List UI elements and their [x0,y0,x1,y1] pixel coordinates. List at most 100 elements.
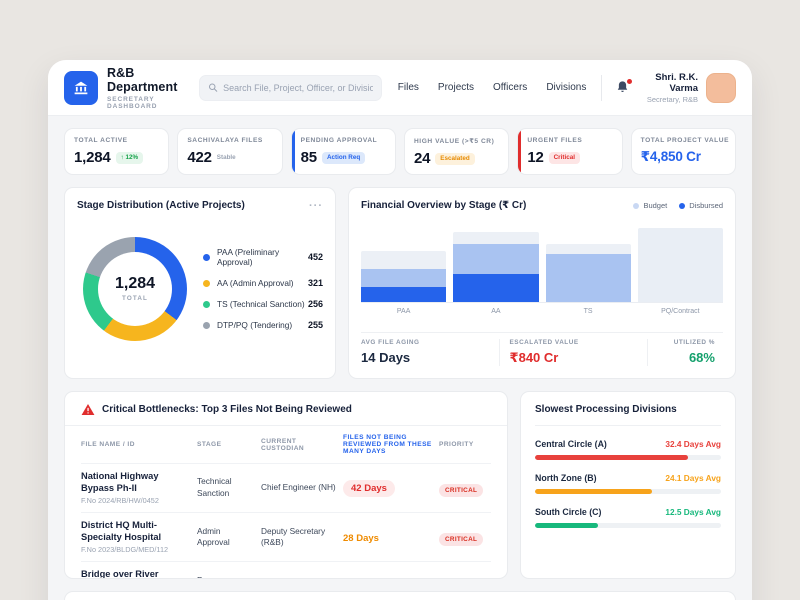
stage-card-title: Stage Distribution (Active Projects) [77,200,245,211]
bar-segment [361,251,447,269]
main-nav: Files Projects Officers Divisions [398,82,587,93]
legend-item-disbursed: Disbursed [679,201,723,210]
app-subtitle: SECRETARY DASHBOARD [107,95,158,110]
user-name: Shri. R.K. Varma [655,71,698,94]
nav-files[interactable]: Files [397,82,419,93]
file-name: District HQ Multi-Specialty Hospital [81,520,162,543]
stat-label: TOTAL PROJECT VALUE [640,137,730,144]
app-title: R&B Department [107,65,178,94]
legend-dot [203,279,210,287]
stage-legend: PAA (Preliminary Approval) 452 AA (Admin… [203,247,323,330]
financial-card-title: Financial Overview by Stage (₹ Cr) [361,200,527,211]
table-row[interactable]: Bridge over River Tungabhadra F.No 2024/… [81,561,491,578]
footer-stat-avg-file-aging: AVG FILE AGING 14 Days [361,339,499,366]
avatar[interactable] [706,72,736,103]
bar-x-label: PQ/Contract [661,308,700,315]
stat-card-sachivalaya-files[interactable]: SACHIVALAYA FILES 422 Stable [177,128,283,175]
stat-accent [178,129,181,174]
top-bar: R&B Department SECRETARY DASHBOARD Files… [48,60,752,116]
priority-badge: CRITICAL [439,483,484,497]
nav-officers[interactable]: Officers [493,82,528,93]
bar-segment [453,274,539,302]
table-row[interactable]: District HQ Multi-Specialty Hospital F.N… [81,512,491,561]
division-name: Central Circle (A) [535,439,607,449]
footer-stat-escalated-value: ESCALATED VALUE ₹840 Cr [498,339,647,366]
custodian-cell: Deputy Secretary (R&B) [261,525,326,547]
donut-total-value: 1,284 [114,275,156,292]
financial-footer-stats: AVG FILE AGING 14 Days ESCALATED VALUE ₹… [361,332,723,366]
stat-accent [65,129,68,174]
stat-card-high-value[interactable]: HIGH VALUE (>₹5 CR) 24 Escalated [404,128,510,175]
bar-aa [453,227,539,302]
legend-label: AA (Admin Approval) [217,278,294,288]
bottlenecks-table: FILE NAME / ID STAGE CURRENT CUSTODIAN F… [65,426,507,578]
stat-accent [405,129,408,174]
division-item-central: Central Circle (A) 32.4 Days Avg [535,439,721,460]
table-row[interactable]: National Highway Bypass Ph-II F.No 2024/… [81,463,491,512]
status-badge: Stable [216,154,236,161]
col-file-name: FILE NAME / ID [81,441,135,448]
bar-segment [453,243,539,275]
bar-pq-contract [637,227,723,302]
stats-row: TOTAL ACTIVE 1,284 ↑ 12% SACHIVALAYA FIL… [64,128,736,175]
stat-card-urgent-files[interactable]: URGENT FILES 12 Critical [517,128,623,175]
stat-label: TOTAL ACTIVE [74,137,128,144]
col-priority: PRIORITY [439,441,474,448]
notifications-button[interactable] [615,78,633,97]
bar-paa [361,227,447,302]
department-logo [64,70,98,105]
bell-icon [617,80,628,92]
stage-donut-chart: 1,284 TOTAL [83,236,187,341]
legend-label: DTP/PQ (Tendering) [217,320,293,330]
file-name: National Highway Bypass Ph-II [81,471,159,494]
division-item-north: North Zone (B) 24.1 Days Avg [535,473,721,494]
legend-item-budget: Budget [633,201,667,210]
division-avg-days: 12.5 Days Avg [665,507,721,517]
dashboard-content: TOTAL ACTIVE 1,284 ↑ 12% SACHIVALAYA FIL… [48,116,752,600]
financial-overview-card: Financial Overview by Stage (₹ Cr) Budge… [348,187,736,379]
division-name: South Circle (C) [535,507,602,517]
footer-stat-value: 68% [688,350,715,365]
stat-label: URGENT FILES [527,137,583,144]
legend-value: 321 [307,278,323,288]
days-pending: 42 Days [343,480,395,498]
stat-value: 24 [414,150,431,167]
footer-stat-utilized-pct: UTILIZED % 68% [646,339,723,366]
legend-item-ts: TS (Technical Sanction) 256 [203,299,323,309]
legend-dot [203,300,210,308]
footer-stat-label: UTILIZED % [673,339,715,346]
stat-card-pending-approval[interactable]: PENDING APPROVAL 85 Action Req [290,128,396,175]
bottom-row: Critical Bottlenecks: Top 3 Files Not Be… [64,391,736,579]
donut-total-label: TOTAL [122,295,148,302]
stat-card-total-project-value[interactable]: TOTAL PROJECT VALUE ₹4,850 Cr [630,128,736,175]
stat-card-total-active[interactable]: TOTAL ACTIVE 1,284 ↑ 12% [64,128,170,175]
legend-dot [633,202,640,209]
warning-icon [81,403,95,416]
donut-center: 1,284 TOTAL [98,251,172,326]
nav-projects[interactable]: Projects [437,82,475,93]
legend-value: 255 [307,320,323,330]
footer-stat-value: 14 Days [361,350,411,365]
search-input[interactable] [223,82,373,93]
bar-x-label: AA [491,308,501,315]
stat-accent [518,129,522,174]
critical-badge: Critical [548,151,580,164]
bar-x-label: PAA [396,308,411,315]
footer-stat-label: ESCALATED VALUE [509,339,579,346]
bottlenecks-title: Critical Bottlenecks: Top 3 Files Not Be… [102,404,352,415]
bar-segment [545,254,631,302]
days-pending: 28 Days [343,532,379,544]
legend-value: 256 [307,299,323,309]
more-options-icon[interactable]: ··· [309,199,323,212]
progress-track [535,489,721,494]
stacked-bar-chart [361,227,723,303]
bar-ts [545,227,631,302]
global-search[interactable] [199,74,382,101]
footer-stat-value: ₹840 Cr [509,350,559,365]
nav-divisions[interactable]: Divisions [546,82,587,93]
stat-value: 12 [527,149,544,166]
stat-label: PENDING APPROVAL [300,137,378,144]
charts-row: Stage Distribution (Active Projects) ···… [64,187,736,379]
bar-chart-x-labels: PAA AA TS PQ/Contract [361,308,723,315]
col-custodian: CURRENT CUSTODIAN [261,437,305,452]
